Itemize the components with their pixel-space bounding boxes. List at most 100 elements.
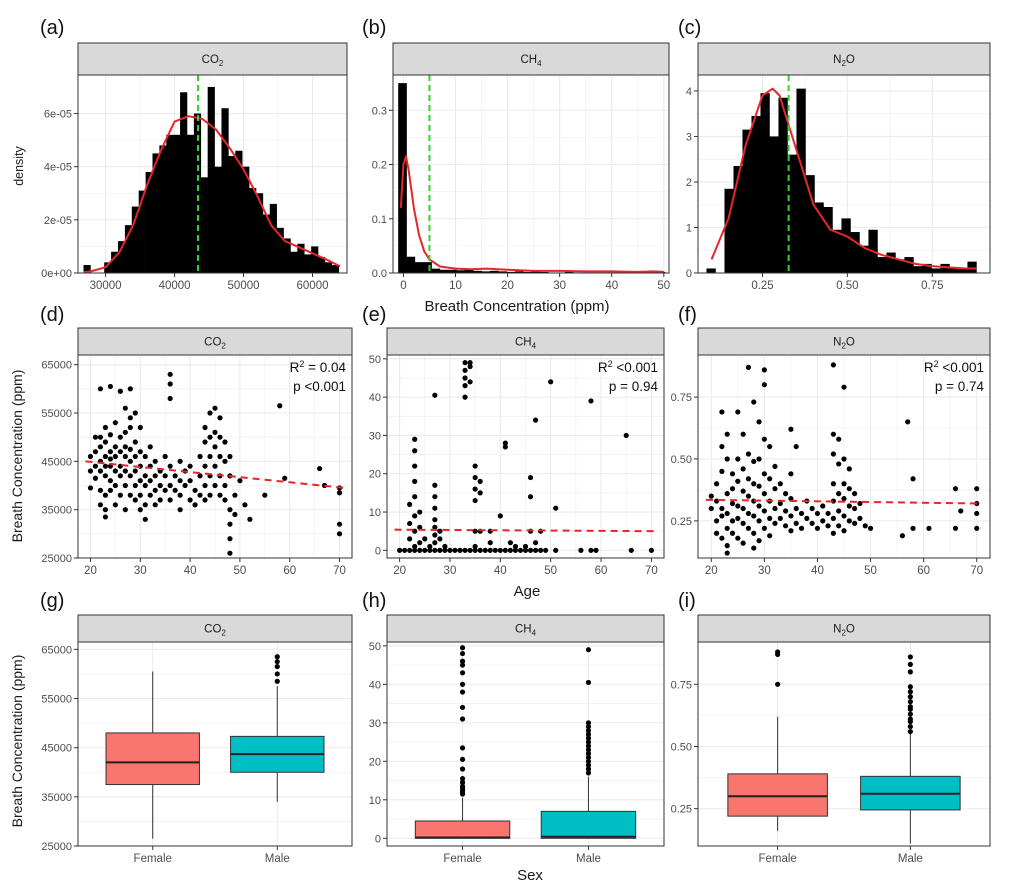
panel-i-box-male <box>860 654 961 844</box>
scatter-point <box>222 497 228 503</box>
scatter-point <box>735 478 741 484</box>
scatter-point <box>772 520 778 526</box>
x-tick-label: 30 <box>134 565 147 577</box>
panel-a-bars <box>83 86 340 274</box>
x-tick-label: 30 <box>444 565 457 577</box>
y-tick-label: 0.75 <box>671 679 692 691</box>
histogram-bar <box>850 232 860 273</box>
scatter-point <box>472 547 478 553</box>
outlier-point <box>459 779 466 786</box>
outlier-point <box>459 670 466 676</box>
scatter-point <box>512 547 519 553</box>
scatter-point <box>317 465 323 472</box>
scatter-point <box>212 429 218 435</box>
scatter-point <box>751 458 757 465</box>
scatter-point <box>177 458 183 464</box>
panel-g-x-ticks: Female Male <box>134 846 290 865</box>
histogram-bar <box>235 150 243 273</box>
x-tick-label: 60000 <box>297 280 329 292</box>
panel-e-strip-label: CH4 <box>515 337 537 351</box>
scatter-point <box>227 536 233 542</box>
scatter-point <box>472 528 478 534</box>
panel-f-grid <box>698 355 990 558</box>
histogram-bar <box>290 251 298 273</box>
scatter-point <box>442 543 448 550</box>
scatter-point <box>745 510 752 517</box>
scatter-point <box>107 432 113 438</box>
histogram-bar <box>131 206 139 273</box>
scatter-point <box>497 547 503 553</box>
panel-f: (f) N2O R2 <0.001 p = 0.74 0.25 0.50 0.75 20 30 4… <box>671 304 991 577</box>
scatter-point <box>167 482 173 489</box>
scatter-point <box>841 384 847 390</box>
histogram-bar <box>152 153 160 273</box>
scatter-point <box>724 525 730 531</box>
scatter-point <box>152 487 158 493</box>
scatter-point <box>745 476 752 482</box>
box-body <box>540 810 637 839</box>
scatter-point <box>724 510 730 517</box>
scatter-point <box>477 478 483 484</box>
scatter-point <box>846 486 852 492</box>
outlier-point <box>585 766 592 772</box>
x-tick-label: 20 <box>393 565 406 577</box>
scatter-point <box>452 547 458 553</box>
histogram-bar <box>249 187 257 273</box>
outlier-point <box>907 694 913 700</box>
scatter-point <box>852 491 858 497</box>
scatter-point <box>132 439 138 445</box>
outlier-point <box>459 645 466 651</box>
panel-g: (g) CO2 25000 35000 45000 55000 65000 Female Mal… <box>40 590 353 865</box>
panel-g-strip-label: CO2 <box>204 624 226 638</box>
outlier-point <box>585 747 592 753</box>
histogram-bar <box>489 270 499 273</box>
outlier-point <box>585 754 592 761</box>
scatter-point <box>102 439 108 445</box>
panel-d-x-ticks: 20 30 40 50 60 70 <box>84 558 346 577</box>
scatter-point <box>857 515 863 521</box>
scatter-point <box>122 429 128 435</box>
histogram-bar <box>214 166 222 273</box>
scatter-point <box>467 363 473 370</box>
scatter-point <box>432 482 438 488</box>
panel-h-border <box>386 641 665 847</box>
outlier-point <box>459 650 466 657</box>
x-tick-label: 0.75 <box>921 280 943 292</box>
outlier-point <box>459 766 466 772</box>
panel-e-regression-line <box>394 528 657 533</box>
scatter-point <box>222 458 228 464</box>
scatter-point <box>740 431 746 437</box>
scatter-point <box>719 513 725 519</box>
histogram-bar <box>104 262 112 273</box>
scatter-point <box>719 468 725 474</box>
panel-h-box-male <box>540 647 637 839</box>
scatter-point <box>767 533 773 539</box>
y-tick-label: 0.50 <box>671 454 692 466</box>
scatter-point <box>432 532 438 538</box>
scatter-point <box>107 478 113 484</box>
histogram-bar <box>255 193 264 273</box>
outlier-point <box>775 649 781 655</box>
panel-e-grid <box>387 355 664 558</box>
scatter-point <box>735 456 741 462</box>
scatter-point <box>122 507 128 513</box>
scatter-point <box>127 386 133 392</box>
scatter-point <box>628 547 634 553</box>
scatter-x-axis-title: Age <box>514 583 541 600</box>
panel-f-label: (f) <box>678 304 697 326</box>
scatter-point <box>761 471 767 477</box>
y-tick-label: 2 <box>686 177 692 189</box>
scatter-point <box>92 463 99 469</box>
histogram-bar <box>311 246 319 273</box>
panel-c: (c) N2O 0 1 2 3 4 0.25 0.50 0.75 <box>678 17 991 292</box>
scatter-point <box>532 540 539 546</box>
scatter-point <box>127 415 133 421</box>
panel-f-border <box>697 354 991 559</box>
panel-i: (i) N2O 0.25 0.50 0.75 Female Male <box>671 590 991 865</box>
x-tick-label: 60 <box>595 565 608 577</box>
scatter-point <box>788 528 794 534</box>
scatter-point <box>527 474 534 481</box>
scatter-point <box>407 501 413 507</box>
scatter-point <box>147 492 153 498</box>
scatter-point <box>836 491 842 497</box>
